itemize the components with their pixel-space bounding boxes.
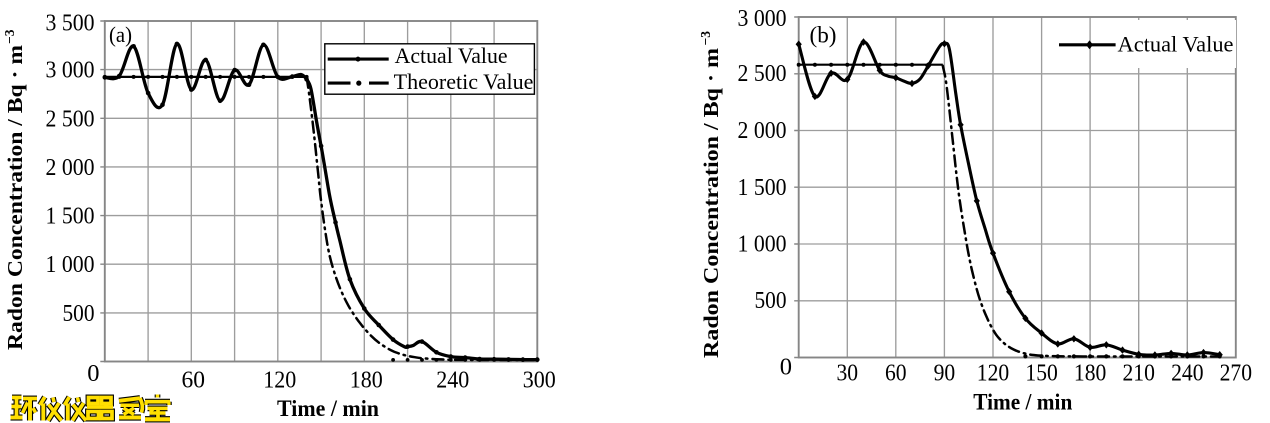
svg-text:180: 180	[1074, 360, 1106, 387]
svg-text:2 500: 2 500	[46, 105, 95, 132]
svg-text:2 000: 2 000	[738, 117, 787, 144]
svg-text:120: 120	[263, 367, 296, 394]
svg-text:270: 270	[1220, 360, 1252, 387]
svg-text:1 000: 1 000	[46, 251, 95, 278]
svg-text:1 500: 1 500	[46, 203, 95, 230]
svg-text:150: 150	[1025, 360, 1057, 387]
svg-text:3 000: 3 000	[738, 5, 787, 32]
svg-text:(b): (b)	[810, 23, 837, 48]
svg-text:3 500: 3 500	[46, 10, 95, 37]
svg-text:500: 500	[63, 300, 95, 327]
svg-text:Actual Value: Actual Value	[1118, 31, 1234, 56]
svg-text:−3: −3	[2, 29, 17, 44]
svg-text:Actual Value: Actual Value	[395, 43, 508, 68]
svg-text:240: 240	[436, 367, 469, 394]
svg-text:Radon Concentration / Bq · m: Radon Concentration / Bq · m	[699, 47, 723, 358]
svg-text:90: 90	[934, 360, 956, 387]
svg-text:−3: −3	[698, 31, 713, 46]
svg-text:210: 210	[1123, 360, 1155, 387]
svg-text:180: 180	[350, 367, 383, 394]
svg-text:0: 0	[87, 360, 99, 387]
svg-text:2 000: 2 000	[46, 154, 95, 181]
svg-text:Time / min: Time / min	[973, 390, 1072, 416]
svg-text:2 500: 2 500	[738, 60, 787, 87]
svg-text:1 000: 1 000	[738, 231, 787, 258]
svg-text:500: 500	[755, 287, 787, 314]
svg-text:60: 60	[885, 360, 907, 387]
svg-text:30: 30	[837, 360, 859, 387]
svg-text:Theoretic Value: Theoretic Value	[394, 69, 534, 94]
svg-text:Radon Concentration / Bq · m: Radon Concentration / Bq · m	[3, 44, 27, 350]
svg-text:120: 120	[977, 360, 1009, 387]
svg-text:3 000: 3 000	[46, 57, 95, 84]
svg-text:240: 240	[1171, 360, 1203, 387]
svg-text:Time / min: Time / min	[277, 396, 379, 422]
svg-text:0: 0	[780, 354, 792, 381]
svg-text:1 500: 1 500	[738, 174, 787, 201]
svg-text:60: 60	[182, 367, 206, 394]
svg-text:(a): (a)	[109, 22, 132, 47]
svg-text:300: 300	[523, 367, 556, 394]
